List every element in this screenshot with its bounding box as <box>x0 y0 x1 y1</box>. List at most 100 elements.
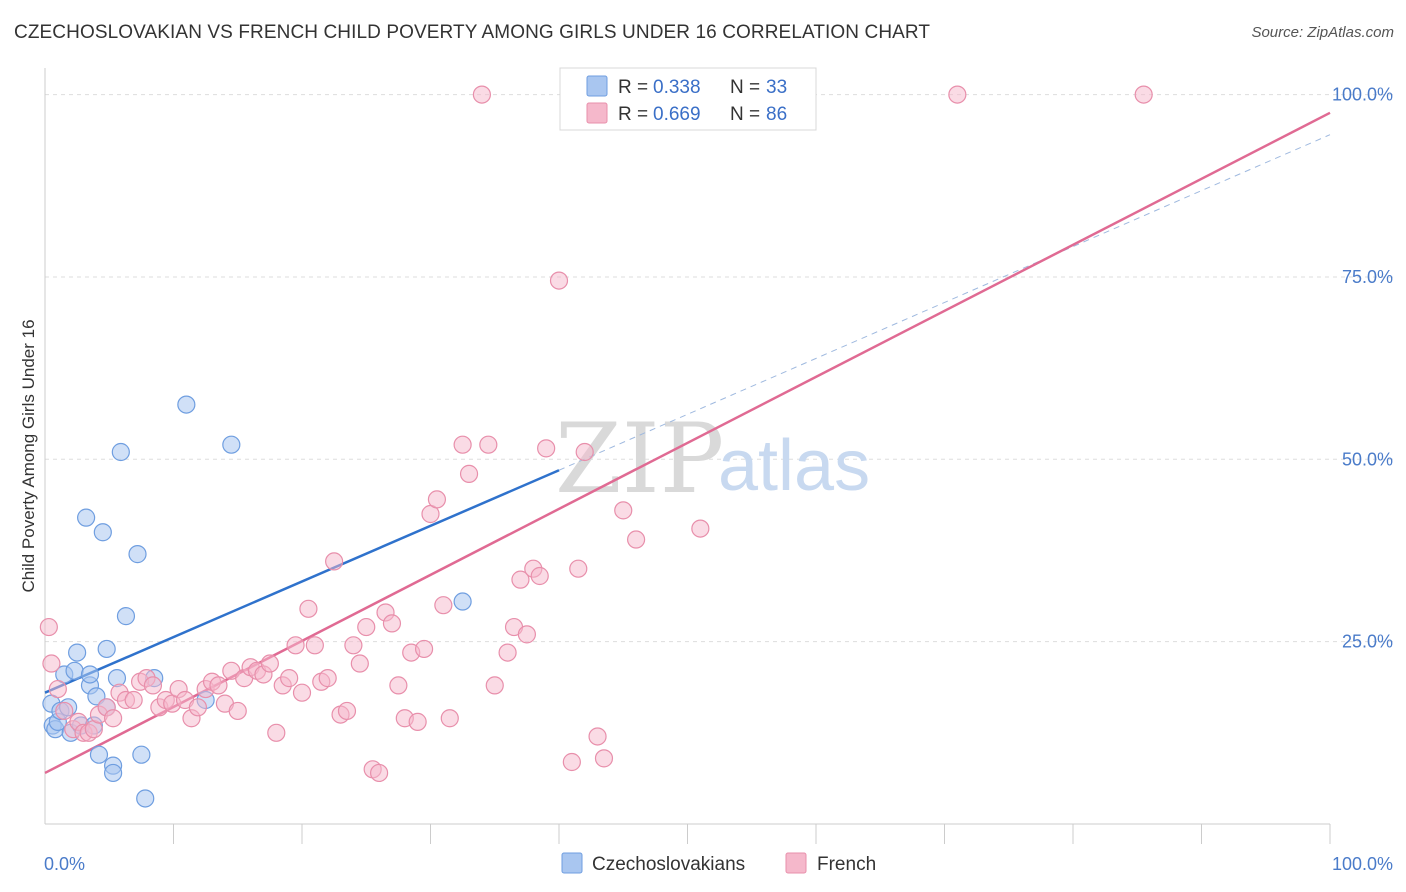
french-point <box>440 709 459 728</box>
french-point <box>124 690 143 710</box>
french-point <box>594 749 614 768</box>
czech-point <box>68 643 87 662</box>
french-point <box>562 752 581 772</box>
french-point <box>48 679 67 699</box>
series-legend-swatch-french <box>785 852 807 874</box>
french-point <box>389 676 408 695</box>
watermark-atlas: atlas <box>718 426 870 506</box>
french-point <box>1134 85 1153 104</box>
french-point <box>485 676 504 695</box>
series-legend-label-czech: Czechoslovakians <box>592 854 745 875</box>
czech-point <box>97 639 116 659</box>
czech-point <box>77 508 96 527</box>
french-point <box>948 85 967 104</box>
stats-legend: R = 0.338 N = 33 R = 0.669 N = 86 <box>559 67 817 131</box>
czech-point <box>128 545 147 564</box>
french-point <box>434 596 453 615</box>
legend-n-french: 86 <box>766 104 787 125</box>
legend-r-label-czech: R = <box>618 77 648 98</box>
french-point <box>42 654 61 673</box>
series-legend-label-french: French <box>817 854 876 875</box>
french-point <box>459 464 479 483</box>
x-tick-labels: 0.0% 100.0% <box>44 854 1393 874</box>
french-point <box>357 617 376 637</box>
czech-point <box>136 789 155 808</box>
french-point <box>143 676 163 695</box>
french-point <box>209 676 228 695</box>
czech-point <box>80 665 100 684</box>
series-legend: Czechoslovakians French <box>561 852 876 875</box>
french-point <box>350 654 369 673</box>
french-point <box>530 566 549 586</box>
watermark: ZIP atlas <box>555 403 870 515</box>
french-points <box>39 85 1153 783</box>
french-point <box>472 85 491 104</box>
french-point <box>614 501 633 520</box>
french-point <box>344 636 363 655</box>
french-point <box>575 442 594 462</box>
french-point <box>569 559 588 578</box>
french-point <box>280 669 299 688</box>
french-point <box>517 625 536 644</box>
legend-swatch-french <box>586 102 608 124</box>
french-point <box>318 669 337 688</box>
french-point <box>511 570 530 589</box>
french-point <box>370 763 389 783</box>
french-point <box>292 683 312 702</box>
french-point <box>305 636 324 655</box>
y-axis-label: Child Poverty Among Girls Under 16 <box>19 319 38 592</box>
chart-title: CZECHOSLOVAKIAN VS FRENCH CHILD POVERTY … <box>14 22 931 43</box>
legend-swatch-czech <box>586 75 608 97</box>
czech-point <box>116 607 136 626</box>
french-point <box>260 654 279 673</box>
french-point <box>104 709 123 728</box>
french-point <box>299 599 318 618</box>
czech-trend-line <box>44 469 560 694</box>
french-point <box>325 552 344 571</box>
czech-trend-extension <box>558 134 1331 471</box>
y-tick-label: 25.0% <box>1342 632 1393 652</box>
y-tick-label: 75.0% <box>1342 267 1393 287</box>
legend-r-czech: 0.338 <box>653 77 701 98</box>
french-point <box>588 727 607 746</box>
french-point <box>408 712 427 731</box>
czech-point <box>89 745 109 764</box>
series-legend-swatch-czech <box>561 852 583 874</box>
french-point <box>427 490 447 509</box>
czech-point <box>104 763 123 783</box>
french-point <box>414 639 434 659</box>
french-point <box>55 701 74 721</box>
legend-r-french: 0.669 <box>653 104 701 125</box>
source-label: Source: ZipAtlas.com <box>1251 24 1394 41</box>
legend-n-czech: 33 <box>766 77 787 98</box>
czech-point <box>177 395 196 414</box>
french-point <box>228 701 247 721</box>
french-point <box>626 530 646 549</box>
y-tick-label: 50.0% <box>1342 449 1393 469</box>
french-point <box>498 643 517 662</box>
grid-lines <box>45 94 1395 643</box>
czech-point <box>65 661 84 680</box>
french-point <box>39 617 58 637</box>
x-tick-label-min: 0.0% <box>44 854 85 874</box>
french-point <box>188 698 208 717</box>
czech-point <box>111 442 130 462</box>
czech-point <box>132 745 151 764</box>
french-point <box>337 701 357 721</box>
french-point <box>691 519 710 538</box>
french-point <box>537 439 556 458</box>
czech-point <box>93 523 112 542</box>
y-tick-label: 100.0% <box>1332 85 1393 105</box>
french-point <box>267 723 286 742</box>
legend-n-label-french: N = <box>730 104 760 125</box>
czech-point <box>222 435 241 454</box>
y-tick-labels: 25.0% 50.0% 75.0% 100.0% <box>1332 85 1393 652</box>
legend-r-label-french: R = <box>618 104 648 125</box>
french-point <box>479 435 498 454</box>
x-tick-label-max: 100.0% <box>1332 854 1393 874</box>
legend-n-label-czech: N = <box>730 77 760 98</box>
czech-point <box>453 592 472 611</box>
french-point <box>382 614 402 633</box>
french-point <box>286 636 305 655</box>
